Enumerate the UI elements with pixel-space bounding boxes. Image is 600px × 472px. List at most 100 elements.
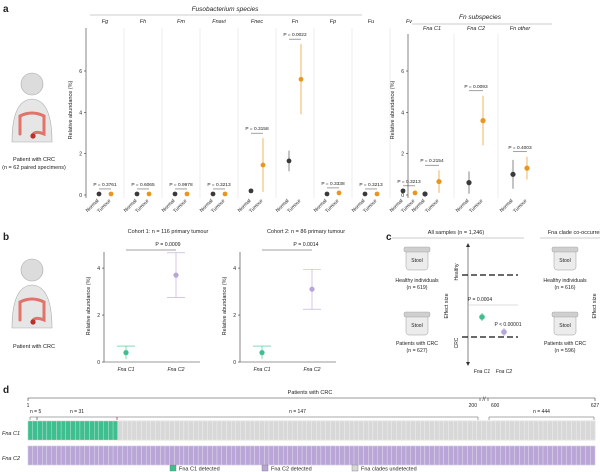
tumour-marker-icon	[30, 133, 36, 139]
heat-cell	[542, 445, 548, 466]
heat-cell	[65, 445, 71, 466]
heat-cell	[316, 420, 322, 441]
heat-cell	[46, 420, 52, 441]
heat-cell	[273, 445, 279, 466]
heat-cell	[283, 445, 288, 466]
patient-tick-label: 1	[27, 403, 30, 409]
heat-cell	[462, 445, 468, 466]
y-tick-label: 4	[401, 110, 404, 116]
crc-n: (n = 596)	[555, 348, 576, 354]
heat-cell	[438, 420, 444, 441]
xtick-fna-c1: Fna C1	[474, 369, 491, 375]
heat-cell	[51, 445, 57, 466]
heat-cell	[240, 445, 246, 466]
xtick-tumour: Tumour	[286, 198, 303, 215]
heat-cell	[415, 420, 421, 441]
xtick-fna-c1: Fna C1	[117, 367, 134, 373]
heat-cell	[84, 420, 90, 441]
heat-cell	[306, 420, 312, 441]
panel-label-a: a	[3, 4, 9, 15]
point-normal	[324, 191, 330, 197]
point-normal	[210, 191, 216, 197]
heat-cell	[221, 420, 227, 441]
heat-cell	[287, 445, 293, 466]
stool-lid-icon	[551, 246, 579, 253]
heat-cell	[89, 445, 95, 466]
heat-cell	[330, 445, 336, 466]
heat-cell	[538, 420, 544, 441]
heat-cell	[542, 420, 548, 441]
panel-d: d Patients with CRC 1 200 600 627 // n = 5 n = 3…	[2, 385, 599, 472]
heat-cell	[514, 420, 520, 441]
heat-cell	[254, 445, 260, 466]
p-value: P = 0.3213	[359, 182, 383, 188]
stool-lid-icon	[403, 246, 431, 253]
heat-cell	[98, 445, 104, 466]
species-name: Fnavi	[212, 19, 226, 25]
patient-tick-label: 600	[491, 403, 500, 409]
heat-cell	[382, 420, 388, 441]
p-value: P = 0.0009	[155, 242, 180, 248]
heat-cell	[320, 420, 326, 441]
y-tick-label: 6	[401, 69, 404, 75]
heat-cell	[377, 445, 383, 466]
point-normal	[96, 191, 102, 197]
heat-cell	[79, 445, 85, 466]
y-tick-label: 2	[233, 313, 236, 319]
row-label: Fna C2	[2, 456, 20, 462]
heat-cell	[136, 445, 142, 466]
heat-cell	[533, 420, 539, 441]
point-fna-c2	[173, 272, 179, 278]
heat-cell	[438, 445, 444, 466]
species-name: Fu	[368, 19, 374, 25]
p-value: P = 0.0014	[293, 242, 318, 248]
patient-tick-label: 627	[591, 403, 600, 409]
heat-cell	[500, 420, 506, 441]
head-icon	[20, 72, 44, 96]
heat-cell	[453, 445, 459, 466]
heat-cell	[448, 420, 454, 441]
heat-cell	[164, 420, 170, 441]
heat-cell	[434, 420, 440, 441]
heat-cell	[112, 445, 118, 466]
heat-cell	[32, 420, 38, 441]
heat-cell	[344, 445, 350, 466]
heat-cell	[391, 445, 397, 466]
point-normal	[422, 191, 428, 197]
heat-cell	[552, 420, 558, 441]
heat-cell	[60, 445, 66, 466]
xtick-tumour: Tumour	[512, 198, 529, 215]
heat-cell	[368, 445, 374, 466]
species-name: Fg	[102, 19, 109, 25]
heat-cell	[287, 420, 293, 441]
heat-cell	[231, 420, 237, 441]
p-value-c2: P < 0.00001	[494, 322, 521, 328]
colon-icon	[18, 297, 46, 324]
patient-label-b: Patient with CRC	[13, 344, 55, 350]
heat-cell	[557, 445, 563, 466]
heat-cell	[514, 445, 520, 466]
point-tumour	[336, 190, 342, 196]
p-value: P = 0.3761	[93, 182, 117, 188]
heat-cell	[240, 420, 246, 441]
heat-cell	[141, 445, 147, 466]
heat-cell	[259, 420, 265, 441]
legend-label: Fna C1 detected	[179, 467, 220, 472]
heat-cell	[146, 420, 151, 441]
heat-cell	[434, 445, 440, 466]
heat-cell	[169, 420, 175, 441]
healthy-label: Healthy individuals	[543, 278, 587, 284]
patient-label-a: Patient with CRC	[13, 157, 55, 163]
xtick-tumour: Tumour	[134, 198, 151, 215]
healthy-n: (n = 619)	[407, 285, 428, 291]
bracket-label: n = 147	[289, 409, 306, 415]
xtick-tumour: Tumour	[324, 198, 341, 215]
heat-cell	[500, 445, 506, 466]
point-fna-c2	[501, 329, 507, 335]
heat-cell	[505, 420, 511, 441]
y-tick-label: 2	[97, 313, 100, 319]
heat-cell	[231, 445, 237, 466]
heat-cell	[179, 420, 185, 441]
axis-healthy: Healthy	[454, 263, 460, 280]
heat-cell	[103, 420, 109, 441]
